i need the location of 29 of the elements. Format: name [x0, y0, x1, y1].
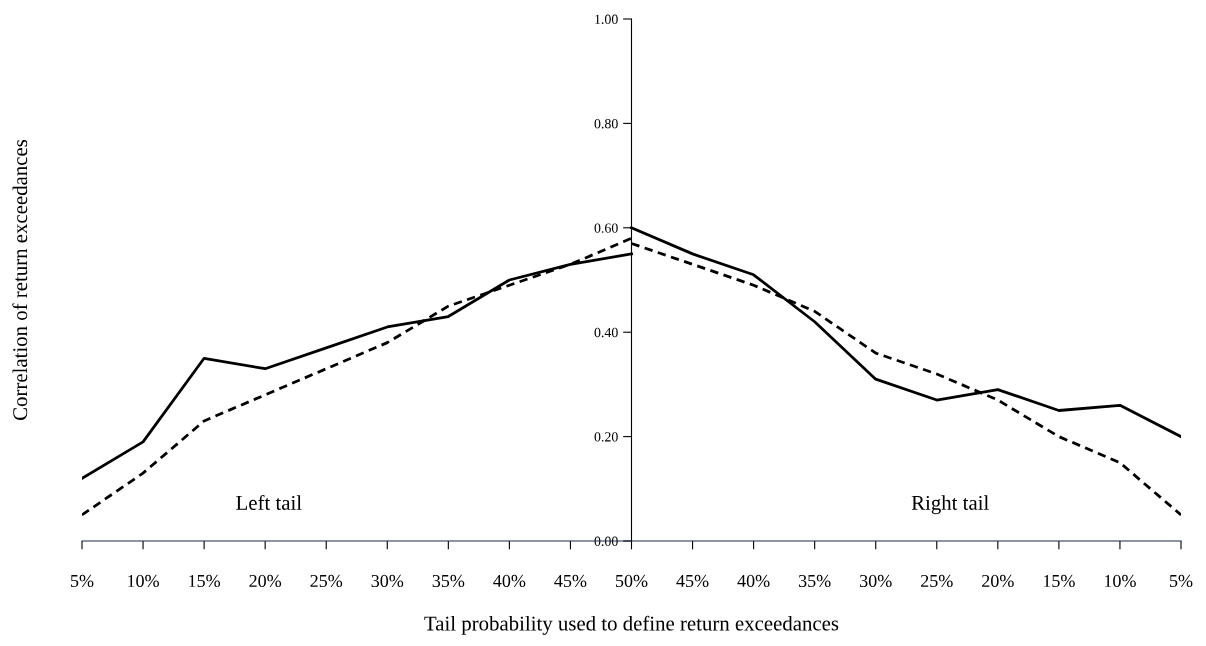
y-tick-label: 0.80 [594, 118, 618, 129]
x-tick-label: 10% [128, 574, 159, 588]
x-tick-label: 25% [310, 574, 343, 588]
y-tick-label: 0.00 [594, 536, 618, 547]
x-tick-label: 15% [189, 574, 221, 588]
x-tick-label: 40% [737, 574, 770, 588]
x-tick-label: 20% [982, 574, 1014, 588]
y-tick-label: 1.00 [595, 14, 618, 25]
x-tick-label: 25% [921, 574, 953, 588]
x-tick-label: 15% [1043, 574, 1075, 588]
x-axis-title: Tail probability used to define return exceedances [424, 615, 839, 635]
annotation: Right tail [911, 495, 989, 515]
x-tick-label: 5% [71, 574, 94, 588]
annotation: Left tail [236, 495, 302, 510]
x-tick-label: 30% [371, 574, 404, 588]
x-tick-label: 5% [1170, 574, 1193, 588]
x-tick-label: 10% [1104, 574, 1136, 588]
y-tick-label: 0.20 [594, 432, 618, 442]
y-axis-title: Correlation of return exceedances [12, 139, 28, 420]
x-tick-label: 35% [432, 574, 465, 588]
x-tick-label: 45% [554, 574, 587, 588]
x-tick-label: 20% [249, 574, 282, 588]
y-tick-label: 0.40 [594, 327, 618, 338]
x-tick-label: 50% [616, 574, 648, 588]
x-tick-label: 40% [493, 574, 526, 588]
x-tick-label: 30% [860, 574, 892, 588]
x-tick-label: 45% [676, 574, 709, 588]
x-tick-label: 35% [798, 574, 831, 588]
y-tick-label: 0.60 [594, 223, 618, 233]
